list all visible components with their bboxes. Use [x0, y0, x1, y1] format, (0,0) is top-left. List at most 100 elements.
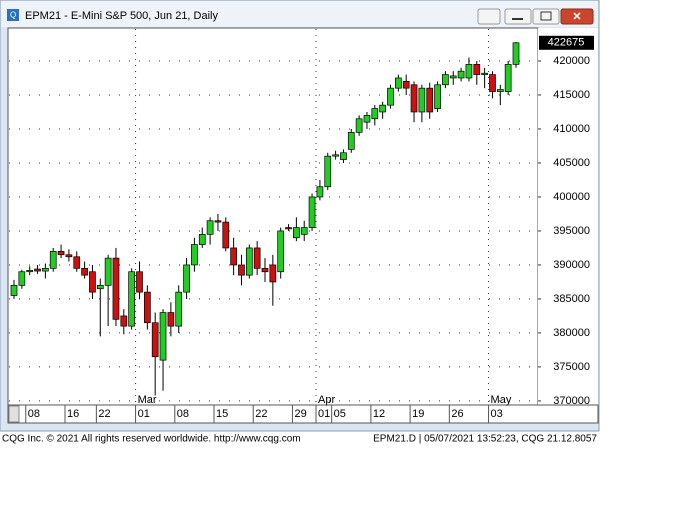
y-tick-label: 390000 — [553, 259, 590, 271]
y-tick-label: 410000 — [553, 123, 590, 135]
y-tick-label: 400000 — [553, 191, 590, 203]
price-axis — [538, 28, 598, 405]
candle-body — [42, 267, 49, 272]
candle-body — [245, 247, 253, 276]
candle-body — [175, 291, 183, 327]
candle-body — [410, 84, 418, 113]
candle-body — [457, 70, 465, 79]
link-button[interactable] — [477, 8, 501, 25]
candle-body — [434, 84, 441, 109]
candle-body — [489, 74, 496, 92]
x-tick-label: 16 — [67, 408, 79, 420]
candle-body — [285, 227, 292, 230]
x-tick-label: 05 — [334, 408, 346, 420]
app-icon — [7, 9, 19, 21]
candle-body — [73, 256, 81, 269]
candle-body — [222, 221, 230, 249]
y-tick-label: 385000 — [553, 293, 590, 305]
candle-body — [269, 264, 277, 283]
x-tick-label: 08 — [177, 408, 189, 420]
candle-body — [465, 64, 473, 79]
maximize-button[interactable] — [532, 8, 560, 25]
close-button[interactable] — [560, 8, 594, 25]
candle-body — [355, 118, 363, 133]
candle-body — [167, 312, 175, 327]
candle-body — [96, 284, 104, 290]
candle-body — [10, 284, 18, 296]
candle-body — [363, 115, 371, 123]
candle-body — [191, 244, 198, 266]
candle-body — [206, 220, 214, 235]
candle-body — [277, 230, 285, 273]
candle-body — [151, 322, 159, 358]
candle-body — [26, 270, 34, 273]
minimize-button[interactable] — [504, 8, 532, 25]
candle-body — [426, 87, 434, 113]
candle-body — [120, 315, 128, 327]
footer-right: EPM21.D | 05/07/2021 13:52:23, CQG 21.12… — [373, 434, 597, 445]
candle-body — [316, 186, 324, 198]
candle-body — [198, 233, 206, 245]
candle-body — [128, 271, 136, 327]
footer-left: CQG Inc. © 2021 All rights reserved worl… — [2, 434, 301, 445]
candle-body — [136, 271, 143, 293]
window-title: EPM21 - E-Mini S&P 500, Jun 21, Daily — [25, 10, 218, 22]
last-price-box — [539, 35, 594, 50]
candle-body — [214, 220, 222, 223]
x-tick-label: 01 — [138, 408, 150, 420]
candle-body — [449, 75, 457, 79]
candle-body — [253, 247, 261, 269]
candle-body — [18, 271, 26, 286]
time-axis — [7, 404, 599, 424]
candle-body — [293, 227, 300, 239]
y-tick-label: 380000 — [553, 327, 590, 339]
plot-area — [7, 27, 539, 406]
candle-body — [340, 152, 347, 160]
candle-body — [332, 154, 339, 157]
candle-body — [512, 42, 520, 65]
candle-body — [308, 196, 316, 228]
candle-body — [387, 87, 394, 106]
month-label: Mar — [138, 394, 157, 406]
candle-body — [481, 72, 488, 75]
candle-body — [49, 250, 57, 269]
candle-body — [34, 268, 41, 272]
candle-body — [238, 264, 245, 276]
maximize-icon — [540, 11, 552, 21]
x-tick-label: 22 — [98, 408, 110, 420]
x-tick-label: 01 — [318, 408, 330, 420]
candle-body — [230, 247, 237, 266]
x-tick-label: 22 — [255, 408, 267, 420]
candle-body — [89, 271, 96, 293]
candle-body — [65, 254, 73, 258]
candle-body — [347, 132, 355, 150]
candle-body — [496, 89, 504, 92]
candle-body — [57, 250, 65, 256]
candle-body — [402, 81, 410, 89]
x-tick-label: 29 — [294, 408, 306, 420]
close-icon: ✕ — [572, 11, 581, 23]
month-label: May — [491, 394, 512, 406]
x-tick-label: 08 — [28, 408, 40, 420]
scroll-handle[interactable] — [8, 405, 20, 423]
candle-body — [300, 227, 308, 235]
candle-body — [379, 104, 387, 113]
y-tick-label: 415000 — [553, 89, 590, 101]
candle-body — [371, 108, 379, 120]
candle-body — [183, 264, 190, 293]
candle-body — [261, 267, 269, 273]
candle-body — [473, 64, 481, 75]
x-tick-label: 12 — [373, 408, 385, 420]
candle-body — [143, 291, 151, 324]
x-tick-label: 19 — [412, 408, 424, 420]
candle-body — [81, 267, 88, 276]
candle-body — [104, 257, 112, 286]
app-icon-glyph: Q — [10, 11, 16, 20]
last-price-label: 422675 — [548, 37, 585, 49]
y-tick-label: 375000 — [553, 361, 590, 373]
y-tick-label: 420000 — [553, 55, 590, 67]
candle-body — [324, 155, 332, 188]
y-tick-label: 370000 — [553, 395, 590, 407]
candle-body — [394, 77, 402, 89]
